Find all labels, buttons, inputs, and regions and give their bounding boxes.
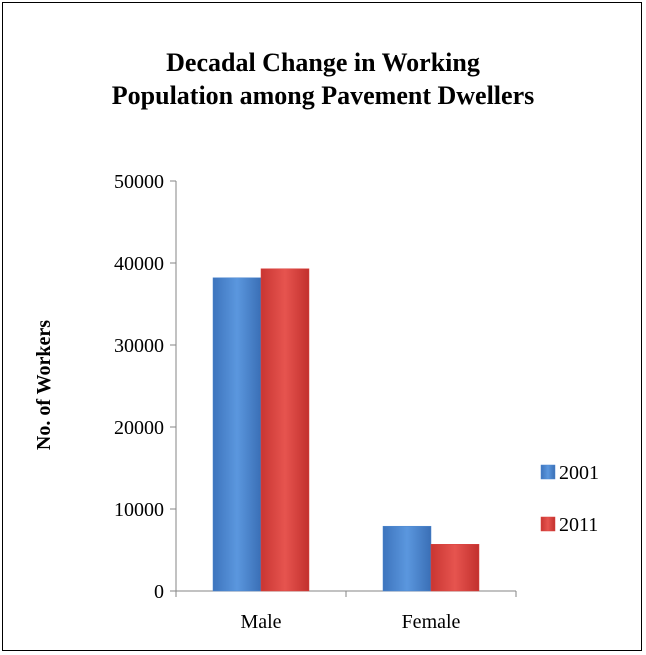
bar-male-2001 <box>212 277 262 592</box>
bar-female-2001 <box>382 525 432 592</box>
y-axis-title: No. of Workers <box>33 320 55 450</box>
legend-label: 2011 <box>559 514 598 536</box>
y-tick-labels: 0 10000 20000 30000 40000 50000 <box>114 171 164 603</box>
legend-item-2001: 2001 <box>540 462 599 484</box>
legend-label: 2001 <box>559 462 599 484</box>
legend-swatch <box>540 464 556 480</box>
y-tick-label: 50000 <box>114 171 164 193</box>
chart-title-line-2: Population among Pavement Dwellers <box>111 81 535 110</box>
y-tick-label: 0 <box>154 581 164 603</box>
x-tick-label: Male <box>240 611 281 633</box>
legend-item-2011: 2011 <box>540 514 598 536</box>
x-tick-labels: Male Female <box>240 611 460 633</box>
y-tick-label: 20000 <box>114 417 164 439</box>
y-tick-label: 30000 <box>114 335 164 357</box>
legend: 2001 2011 <box>540 462 599 536</box>
y-tick-label: 10000 <box>114 499 164 521</box>
chart-title: Decadal Change in Working Population amo… <box>0 46 646 112</box>
y-tick-label: 40000 <box>114 253 164 275</box>
x-tick-label: Female <box>402 611 461 633</box>
legend-swatch <box>540 516 556 532</box>
bar-female-2011 <box>430 544 480 592</box>
bar-male-2011 <box>260 268 310 592</box>
chart-title-line-1: Decadal Change in Working <box>166 48 480 77</box>
bars <box>212 268 480 592</box>
